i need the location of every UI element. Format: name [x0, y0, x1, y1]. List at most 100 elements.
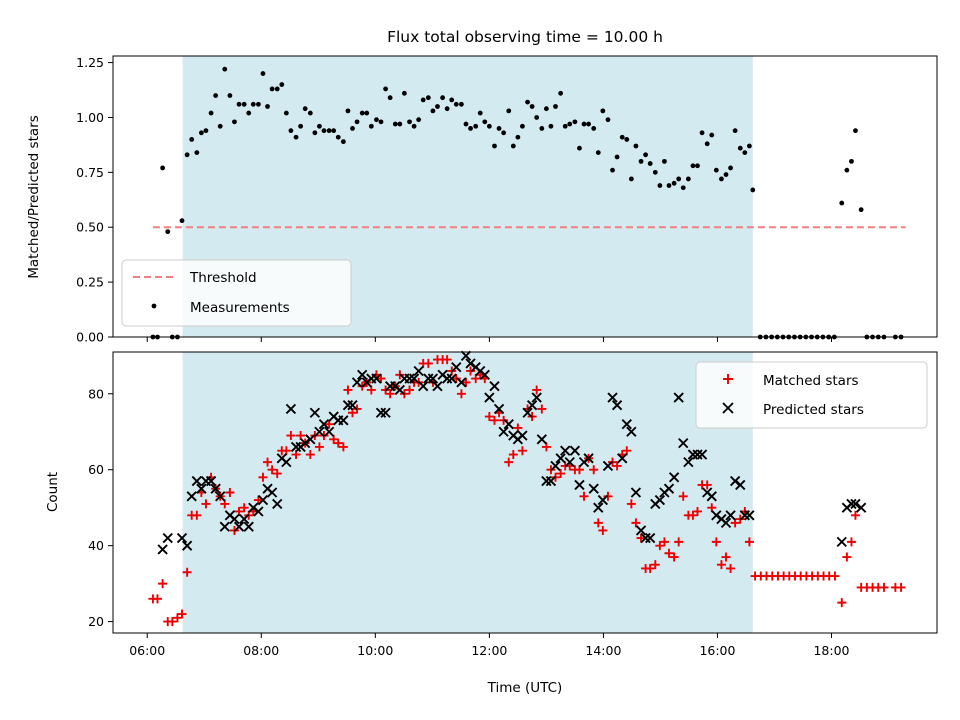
matched-star-point [324, 419, 334, 429]
measurement-point [350, 126, 355, 131]
matched-star-point [234, 506, 244, 516]
measurement-point [217, 123, 223, 129]
matched-star-point [896, 582, 906, 592]
matched-star-point [612, 461, 622, 471]
predicted-star-point [526, 399, 538, 411]
predicted-star-point [196, 483, 207, 494]
predicted-star-point [720, 517, 732, 529]
legend-matched-label: Matched stars [763, 373, 859, 389]
measurement-point [567, 121, 573, 127]
predicted-star-point [640, 532, 651, 544]
measurement-point [619, 134, 625, 140]
matched-star-point [508, 450, 518, 460]
predicted-star-point [441, 373, 453, 384]
measurement-point [269, 86, 275, 92]
predicted-star-point [205, 475, 217, 487]
measurement-point [326, 128, 332, 134]
predicted-star-point [654, 494, 666, 506]
matched-star-point [721, 552, 731, 562]
predicted-star-point [342, 399, 354, 411]
measurement-point [666, 183, 672, 188]
measurement-point [392, 121, 398, 127]
matched-star-point [589, 465, 599, 475]
matched-star-point [517, 446, 527, 456]
measurement-point [515, 134, 521, 140]
measurement-point [737, 145, 743, 151]
y-tick-label: 0.00 [76, 330, 104, 345]
measurement-point [506, 108, 512, 114]
x-axis-label: Time (UTC) [487, 680, 563, 696]
measurement-point [713, 167, 719, 173]
matched-star-point [348, 408, 358, 418]
measurement-point [719, 176, 724, 182]
predicted-star-point [176, 532, 188, 544]
measurement-point [401, 90, 407, 96]
matched-star-point [636, 533, 646, 543]
y-tick-label: 80 [88, 386, 104, 401]
predicted-star-point [560, 445, 571, 456]
y-tick-label: 0.75 [76, 165, 104, 180]
predicted-star-point [347, 399, 358, 411]
measurement-point [732, 128, 738, 134]
predicted-star-point [456, 377, 467, 388]
predicted-star-point [162, 532, 173, 544]
measurement-point [742, 150, 748, 155]
measurement-point [463, 121, 469, 127]
measurement-point [647, 161, 653, 166]
measurement-point [179, 218, 185, 224]
matched-star-point [655, 541, 665, 551]
measurement-point [283, 110, 289, 116]
matched-star-point [484, 412, 494, 422]
predicted-star-point [229, 513, 240, 525]
matched-star-point [716, 560, 726, 570]
predicted-star-point [484, 392, 495, 403]
legend-box [695, 361, 928, 429]
matched-star-point [333, 438, 343, 448]
predicted-star-point [617, 453, 628, 464]
measurement-point [340, 139, 346, 145]
measurement-point [496, 126, 502, 131]
predicted-star-point [541, 475, 552, 487]
x-tick-label: 14:00 [585, 643, 621, 658]
matched-star-point [688, 510, 698, 520]
predicted-star-point [432, 381, 443, 392]
predicted-star-point [706, 491, 717, 502]
measurement-point [534, 115, 540, 120]
measurement-point [858, 207, 864, 213]
predicted-star-point [404, 373, 415, 384]
predicted-star-point [588, 483, 599, 494]
measurement-point [553, 104, 558, 109]
matched-star-point [707, 503, 717, 513]
measurement-point [539, 126, 545, 131]
plot-frame [112, 55, 938, 338]
predicted-star-point [678, 437, 689, 449]
matched-star-point [281, 446, 291, 456]
measurement-point [586, 121, 591, 127]
measurement-point [839, 200, 845, 206]
predicted-star-point [243, 521, 254, 532]
measurement-point [477, 110, 483, 116]
measurement-point [345, 108, 351, 114]
predicted-star-point [611, 399, 623, 411]
legend-matched-swatch [723, 374, 733, 384]
measurement-point [525, 99, 530, 105]
matched-star-point [267, 465, 277, 475]
matched-star-point [626, 499, 636, 509]
predicted-star-point [493, 403, 505, 415]
predicted-star-point [846, 498, 857, 510]
measurement-point [577, 145, 582, 151]
legend: Matched stars Predicted stars [695, 361, 928, 429]
measurement-point [695, 163, 700, 169]
measurement-point [260, 71, 266, 76]
x-tick-label: 06:00 [129, 643, 165, 658]
predicted-star-point [427, 373, 439, 384]
predicted-star-point [597, 494, 609, 506]
measurement-point [189, 137, 195, 142]
measurement-point [397, 121, 403, 127]
predicted-star-point [338, 415, 349, 426]
matched-star-point [461, 377, 471, 387]
matched-star-point [329, 434, 339, 444]
predicted-star-point [394, 384, 406, 396]
measurement-point [222, 66, 228, 72]
observing-window-shade [182, 352, 753, 633]
